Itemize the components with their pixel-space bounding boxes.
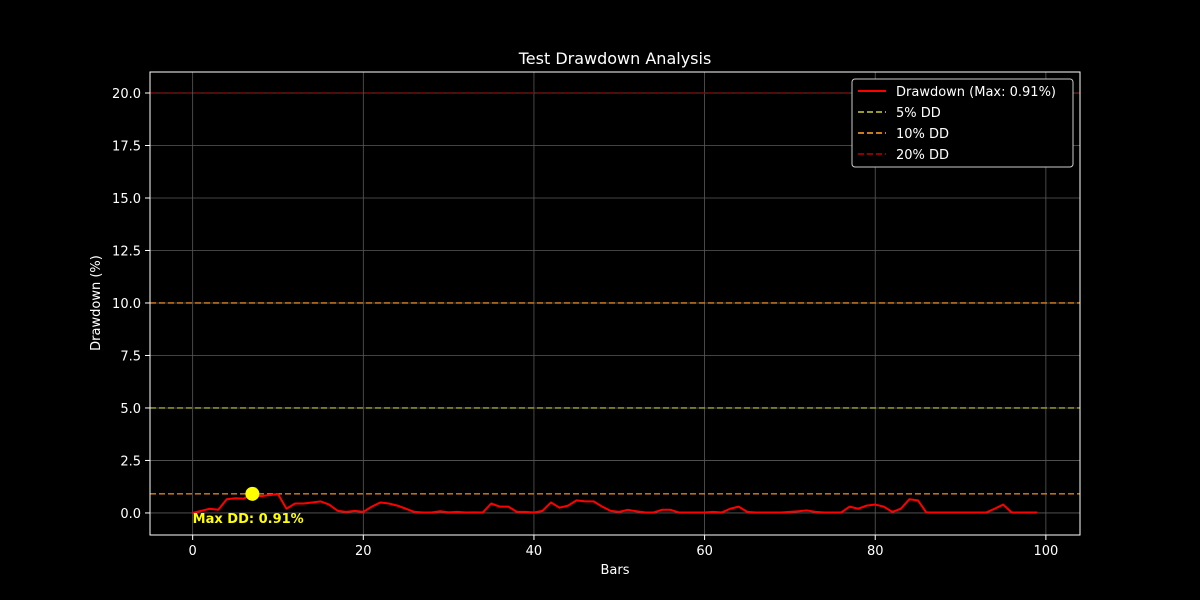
legend-entry: 10% DD [896, 127, 949, 142]
legend-entry: 5% DD [896, 106, 941, 121]
y-tick-label: 0.0 [120, 507, 141, 522]
x-tick-label: 100 [1033, 544, 1058, 559]
y-tick-label: 20.0 [112, 87, 141, 102]
y-tick-label: 15.0 [112, 192, 141, 207]
max-drawdown-point [245, 486, 260, 501]
x-tick-label: 0 [189, 544, 197, 559]
plot-frame [149, 71, 1081, 536]
legend-box [851, 78, 1074, 168]
marker-layer: Max DD: 0.91% [193, 486, 304, 527]
y-tick-label: 10.0 [112, 297, 141, 312]
series-layer [192, 492, 1038, 514]
legend-entry: 20% DD [896, 148, 949, 163]
chart-title: Test Drawdown Analysis [518, 49, 712, 68]
y-tick-label: 2.5 [120, 454, 141, 469]
y-tick-label: 5.0 [120, 402, 141, 417]
x-tick-label: 20 [355, 544, 372, 559]
x-axis-label: Bars [600, 563, 629, 578]
legend-entry: Drawdown (Max: 0.91%) [896, 85, 1056, 100]
max-drawdown-annotation: Max DD: 0.91% [193, 512, 304, 527]
y-tick-label: 17.5 [112, 139, 141, 154]
y-axis-ticks: 0.0 2.5 5.0 7.5 10.0 12.5 15.0 17.5 20.0 [112, 87, 150, 522]
legend: Drawdown (Max: 0.91%) 5% DD 10% DD 20% DD [851, 78, 1074, 168]
y-tick-label: 7.5 [120, 349, 141, 364]
y-tick-label: 12.5 [112, 244, 141, 259]
y-axis-label: Drawdown (%) [89, 255, 104, 351]
x-tick-label: 80 [867, 544, 884, 559]
drawdown-series-line [192, 492, 1038, 514]
x-tick-label: 60 [696, 544, 713, 559]
x-axis-ticks: 0 20 40 60 80 100 [189, 535, 1058, 559]
x-tick-label: 40 [526, 544, 543, 559]
